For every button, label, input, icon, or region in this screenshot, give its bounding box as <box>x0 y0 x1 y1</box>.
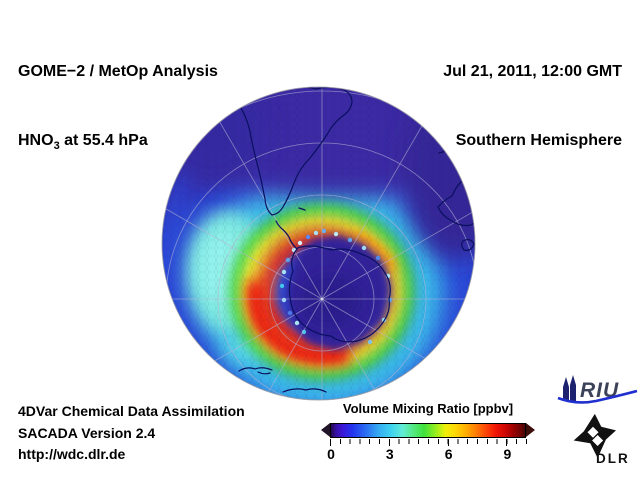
riu-wave-icon <box>557 389 638 404</box>
colorbar-major-tick <box>330 439 331 446</box>
coast-tasmania <box>461 238 475 251</box>
assimilation-label: 4DVar Chemical Data Assimilation <box>18 403 245 419</box>
riu-logo-text: RIU <box>580 379 619 402</box>
riu-cathedral-icon <box>563 377 569 401</box>
colorbar-major-tick <box>388 439 390 446</box>
colorbar-tick-label: 3 <box>385 446 394 462</box>
colorbar: Volume Mixing Ratio [ppbv] 0 3 6 9 <box>321 399 535 471</box>
dlr-emblem-icon <box>573 413 616 458</box>
url-label: http://wdc.dlr.de <box>18 446 126 462</box>
dlr-logo-text: DLR <box>596 451 630 466</box>
coast-new-zealand <box>238 367 273 375</box>
colorbar-major-tick <box>506 439 508 446</box>
coast-falklands <box>298 207 306 211</box>
disc-rim <box>161 86 476 401</box>
analysis-title: GOME−2 / MetOp Analysis <box>18 63 218 80</box>
colorbar-tick-label: 9 <box>503 446 512 462</box>
hemisphere-label: Southern Hemisphere <box>455 132 622 149</box>
colorbar-major-tick <box>447 439 449 446</box>
pole-point <box>320 297 324 301</box>
colorbar-under-range-arrow <box>321 423 330 437</box>
species-level-title: HNO3 at 55.4 hPa <box>18 132 148 153</box>
riu-cathedral-icon <box>570 375 576 401</box>
footer-block: 4DVar Chemical Data Assimilation SACADA … <box>18 401 245 466</box>
colorbar-gradient <box>330 423 526 438</box>
coast-bottom-islands <box>282 388 327 393</box>
coast-south-america <box>238 87 353 216</box>
riu-logo: RIU <box>557 375 638 404</box>
title-block-left: GOME−2 / MetOp Analysis HNO3 at 55.4 hPa <box>18 14 218 204</box>
dlr-logo: DLR <box>573 413 630 466</box>
coast-antarctic-peninsula <box>275 220 298 250</box>
title-block-right: Jul 21, 2011, 12:00 GMT Southern Hemisph… <box>443 14 622 198</box>
data-field <box>162 87 475 400</box>
colorbar-minor-ticks <box>330 439 527 444</box>
datetime-label: Jul 21, 2011, 12:00 GMT <box>443 63 622 80</box>
coast-antarctica <box>288 245 391 343</box>
version-label: SACADA Version 2.4 <box>18 424 156 441</box>
colorbar-title: Volume Mixing Ratio [ppbv] <box>342 401 514 416</box>
colorbar-tick-label: 6 <box>444 446 453 462</box>
colorbar-tick-label: 0 <box>327 446 335 462</box>
colorbar-over-range-arrow <box>526 423 535 437</box>
